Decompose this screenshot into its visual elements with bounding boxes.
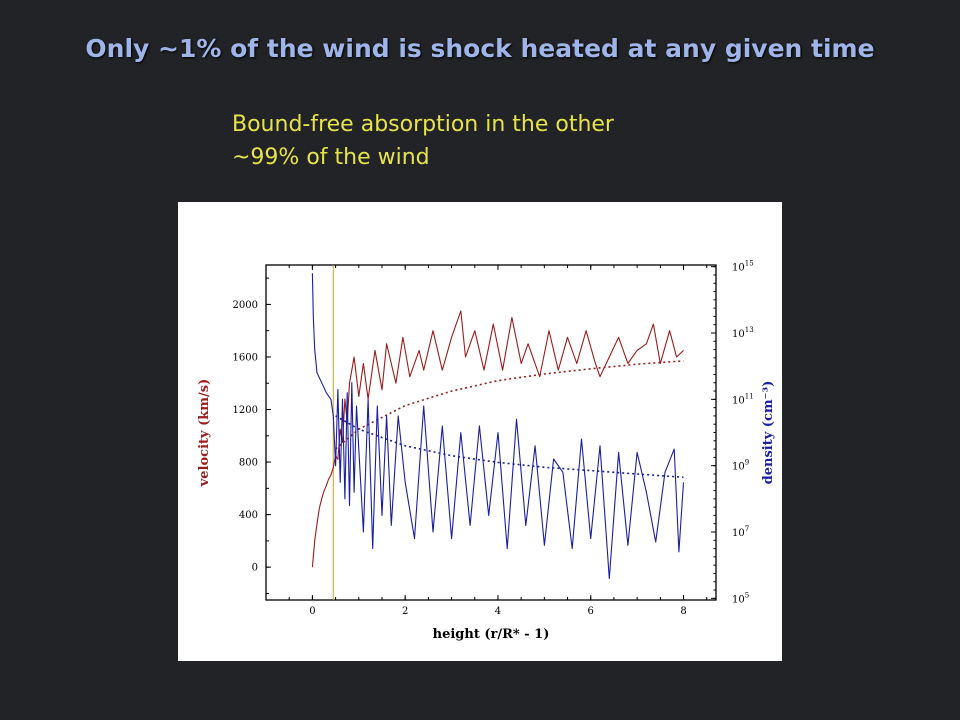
y2-tick-label: 105 <box>732 591 749 605</box>
x-tick-label: 2 <box>402 606 408 617</box>
velocity-density-chart: 0 2 4 6 8 0 400 800 1200 1600 2000 105 107 109 1011 101… <box>197 260 776 642</box>
subtitle-line-2: ~99% of the wind <box>232 145 430 170</box>
slide-title: Only ~1% of the wind is shock heated at … <box>85 34 875 63</box>
y-tick-label: 1200 <box>233 405 258 416</box>
chart-panel: 0 2 4 6 8 0 400 800 1200 1600 2000 105 107 109 1011 101… <box>178 202 782 661</box>
density-line <box>311 273 685 579</box>
y2-axis-title: density (cm⁻³) <box>761 381 776 485</box>
y2-tick-label: 109 <box>732 459 749 473</box>
y-tick-label: 1600 <box>233 352 258 363</box>
x-tick-label: 4 <box>495 606 501 617</box>
density-mean-line <box>335 415 684 479</box>
y2-tick-label: 1015 <box>732 260 754 274</box>
x-axis-title: height (r/R* - 1) <box>433 627 550 642</box>
y2-tick-label: 107 <box>732 525 749 539</box>
y-tick-label: 2000 <box>233 300 258 311</box>
subtitle-line-1: Bound-free absorption in the other <box>232 112 614 137</box>
x-tick-label: 8 <box>680 606 686 617</box>
velocity-line <box>311 310 684 568</box>
x-tick-label: 0 <box>309 606 315 617</box>
y2-tick-label: 1013 <box>732 326 754 340</box>
subtitle: Bound-free absorption in the other ~99% … <box>232 108 614 174</box>
y-axis-title: velocity (km/s) <box>197 379 212 488</box>
y2-tick-label: 1011 <box>732 392 754 406</box>
y-tick-label: 0 <box>252 563 258 574</box>
y-tick-label: 400 <box>239 510 258 521</box>
y-tick-label: 800 <box>239 458 258 469</box>
x-tick-label: 6 <box>588 606 594 617</box>
